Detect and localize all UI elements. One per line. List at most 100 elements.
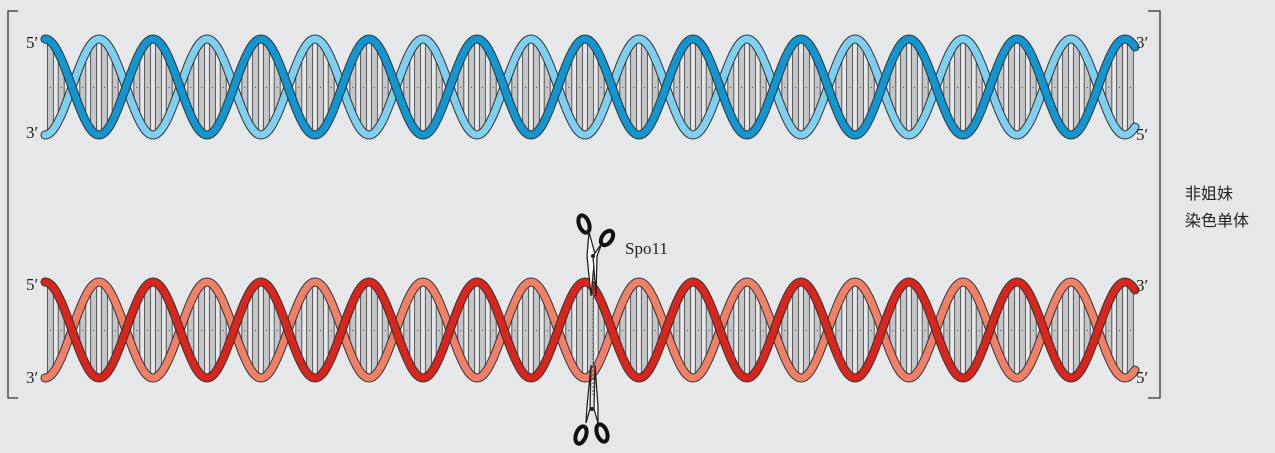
backbone-strand-dark bbox=[41, 35, 1139, 139]
bottom-helix-left-5prime-label: 5′ bbox=[26, 275, 38, 294]
base-pair-rung bbox=[46, 43, 54, 131]
base-pair-rung bbox=[846, 286, 854, 374]
base-pair-rung bbox=[46, 286, 54, 374]
base-pair-rung bbox=[630, 43, 638, 131]
base-pair-rung bbox=[198, 286, 206, 374]
red-dna-helix bbox=[40, 277, 1140, 383]
base-pair-rung bbox=[468, 286, 476, 374]
bracket-label-line2: 染色单体 bbox=[1185, 211, 1249, 230]
base-pair-rung bbox=[792, 286, 800, 374]
bottom-helix-right-5prime-label: 5′ bbox=[1136, 368, 1148, 387]
base-pair-rung bbox=[1126, 43, 1134, 131]
base-pair-rung bbox=[802, 286, 810, 374]
top-helix-left-3prime-label: 3′ bbox=[26, 123, 38, 142]
base-pair-rung bbox=[684, 286, 692, 374]
base-pair-rung bbox=[802, 43, 810, 131]
spo11-label: Spo11 bbox=[625, 239, 668, 258]
base-pair-rung bbox=[208, 43, 216, 131]
base-pair-rung bbox=[198, 43, 206, 131]
base-pair-rung bbox=[576, 43, 584, 131]
right-bracket bbox=[1148, 10, 1161, 399]
base-pair-rung bbox=[154, 43, 162, 131]
base-pair-rung bbox=[964, 43, 972, 131]
base-pair-rung bbox=[316, 286, 324, 374]
base-pair-rung bbox=[1072, 43, 1080, 131]
bottom-helix-right-3prime-label: 3′ bbox=[1136, 276, 1148, 295]
base-pair-rung bbox=[954, 286, 962, 374]
left-bracket bbox=[7, 10, 18, 399]
base-pair-rung bbox=[1116, 43, 1124, 131]
base-pair-rung bbox=[154, 286, 162, 374]
base-pair-rung bbox=[360, 43, 368, 131]
base-pair-rung bbox=[424, 286, 432, 374]
base-pair-rungs bbox=[46, 286, 1134, 374]
base-pair-rung bbox=[90, 286, 98, 374]
base-pair-rung bbox=[738, 286, 746, 374]
base-pair-rung bbox=[640, 43, 648, 131]
base-pair-rung bbox=[586, 43, 594, 131]
base-pair-rung bbox=[414, 286, 422, 374]
base-pair-rung bbox=[910, 43, 918, 131]
base-pair-rung bbox=[1008, 286, 1016, 374]
base-pair-rung bbox=[694, 43, 702, 131]
base-pair-rung bbox=[208, 286, 216, 374]
base-pair-rung bbox=[1126, 286, 1134, 374]
bottom-helix-left-3prime-label: 3′ bbox=[26, 368, 38, 387]
base-pair-rung bbox=[522, 286, 530, 374]
base-pair-rung bbox=[1018, 43, 1026, 131]
base-pair-rung bbox=[370, 43, 378, 131]
base-pair-rung bbox=[468, 43, 476, 131]
base-pair-rung bbox=[684, 43, 692, 131]
base-pair-rung bbox=[360, 286, 368, 374]
base-pair-rung bbox=[316, 43, 324, 131]
base-pair-rung bbox=[856, 43, 864, 131]
base-pair-rung bbox=[748, 43, 756, 131]
base-pair-rung bbox=[1116, 286, 1124, 374]
base-pair-rung bbox=[522, 43, 530, 131]
base-pair-rung bbox=[252, 43, 260, 131]
scissors-icon bbox=[573, 364, 610, 446]
base-pair-rung bbox=[792, 43, 800, 131]
base-pair-rung bbox=[100, 286, 108, 374]
base-pair-rung bbox=[748, 286, 756, 374]
base-pair-rung bbox=[694, 286, 702, 374]
base-pair-rung bbox=[252, 286, 260, 374]
base-pair-rung bbox=[1062, 286, 1070, 374]
base-pair-rung bbox=[846, 43, 854, 131]
base-pair-rung bbox=[630, 286, 638, 374]
top-helix-right-5prime-label: 5′ bbox=[1136, 125, 1148, 144]
top-helix-right-3prime-label: 3′ bbox=[1136, 33, 1148, 52]
base-pair-rung bbox=[910, 286, 918, 374]
base-pair-rung bbox=[1062, 43, 1070, 131]
base-pair-rung bbox=[532, 286, 540, 374]
base-pair-rung bbox=[478, 43, 486, 131]
base-pair-rung bbox=[900, 43, 908, 131]
scissors-icon bbox=[576, 213, 616, 297]
base-pair-rung bbox=[144, 286, 152, 374]
base-pair-rung bbox=[640, 286, 648, 374]
backbone-strand-light bbox=[41, 35, 1139, 139]
base-pair-rung bbox=[900, 286, 908, 374]
base-pair-rung bbox=[954, 43, 962, 131]
base-pair-rung bbox=[144, 43, 152, 131]
base-pair-rung bbox=[856, 286, 864, 374]
base-pair-rung bbox=[532, 43, 540, 131]
base-pair-rung bbox=[478, 286, 486, 374]
base-pair-rung bbox=[424, 43, 432, 131]
top-helix-left-5prime-label: 5′ bbox=[26, 33, 38, 52]
base-pair-rung bbox=[576, 286, 584, 374]
bracket-label-line1: 非姐妹 bbox=[1185, 184, 1233, 203]
base-pair-rung bbox=[1018, 286, 1026, 374]
blue-dna-helix bbox=[40, 34, 1140, 140]
base-pair-rungs bbox=[46, 43, 1134, 131]
base-pair-rung bbox=[738, 43, 746, 131]
base-pair-rung bbox=[262, 286, 270, 374]
base-pair-rung bbox=[1072, 286, 1080, 374]
base-pair-rung bbox=[306, 286, 314, 374]
base-pair-rung bbox=[90, 43, 98, 131]
base-pair-rung bbox=[370, 286, 378, 374]
base-pair-rung bbox=[306, 43, 314, 131]
base-pair-rung bbox=[262, 43, 270, 131]
base-pair-rung bbox=[414, 43, 422, 131]
